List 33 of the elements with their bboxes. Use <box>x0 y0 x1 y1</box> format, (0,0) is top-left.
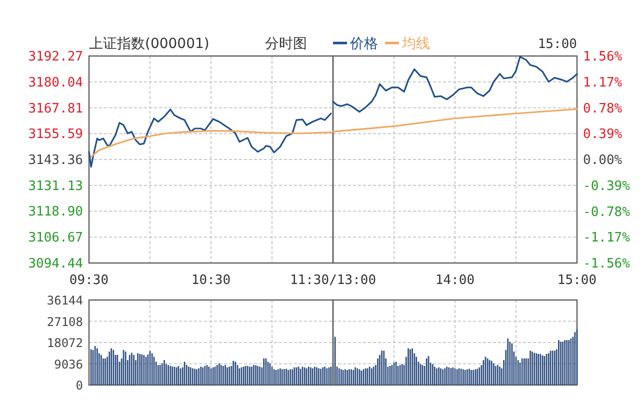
x-tick-label: 14:00 <box>435 273 475 288</box>
y2-tick-label: -0.39% <box>583 178 630 194</box>
y-tick-label: 18072 <box>46 336 83 350</box>
y-tick-label: 3131.13 <box>28 178 83 194</box>
legend-label: 价格 <box>349 36 378 52</box>
x-tick-label: 11:30/13:00 <box>290 273 376 288</box>
y-tick-label: 3180.04 <box>28 75 84 90</box>
x-tick-label: 15:00 <box>557 273 597 288</box>
x-tick-label: 10:30 <box>191 273 231 288</box>
y-tick-label: 3167.81 <box>28 101 83 116</box>
chart-title: 上证指数(000001) <box>89 36 210 52</box>
y-tick-label: 3192.27 <box>28 50 83 64</box>
y2-tick-label: 1.17% <box>583 75 622 90</box>
y2-tick-label: -1.56% <box>583 256 630 272</box>
y-tick-label: 0 <box>76 378 83 392</box>
y2-tick-label: 0.78% <box>583 101 622 116</box>
text: 15:00 <box>538 37 577 52</box>
y2-tick-label: -1.17% <box>583 230 630 246</box>
y-tick-label: 3155.59 <box>28 127 83 142</box>
y-tick-label: 3094.44 <box>28 256 84 272</box>
y-tick-label: 3143.36 <box>28 152 83 168</box>
y-tick-label: 36144 <box>46 294 83 308</box>
y2-tick-label: -0.78% <box>583 204 630 220</box>
y-tick-label: 3106.67 <box>28 230 83 246</box>
y-tick-label: 3118.90 <box>28 204 83 220</box>
y2-tick-label: 0.00% <box>583 153 622 168</box>
y-tick-label: 9036 <box>54 357 83 372</box>
y-tick-label: 27108 <box>46 314 83 329</box>
x-tick-label: 09:30 <box>69 273 109 288</box>
legend-label: 均线 <box>401 36 430 52</box>
chart-subtitle: 分时图 <box>265 36 307 52</box>
y2-tick-label: 0.39% <box>583 127 622 142</box>
y2-tick-label: 1.56% <box>583 50 622 64</box>
